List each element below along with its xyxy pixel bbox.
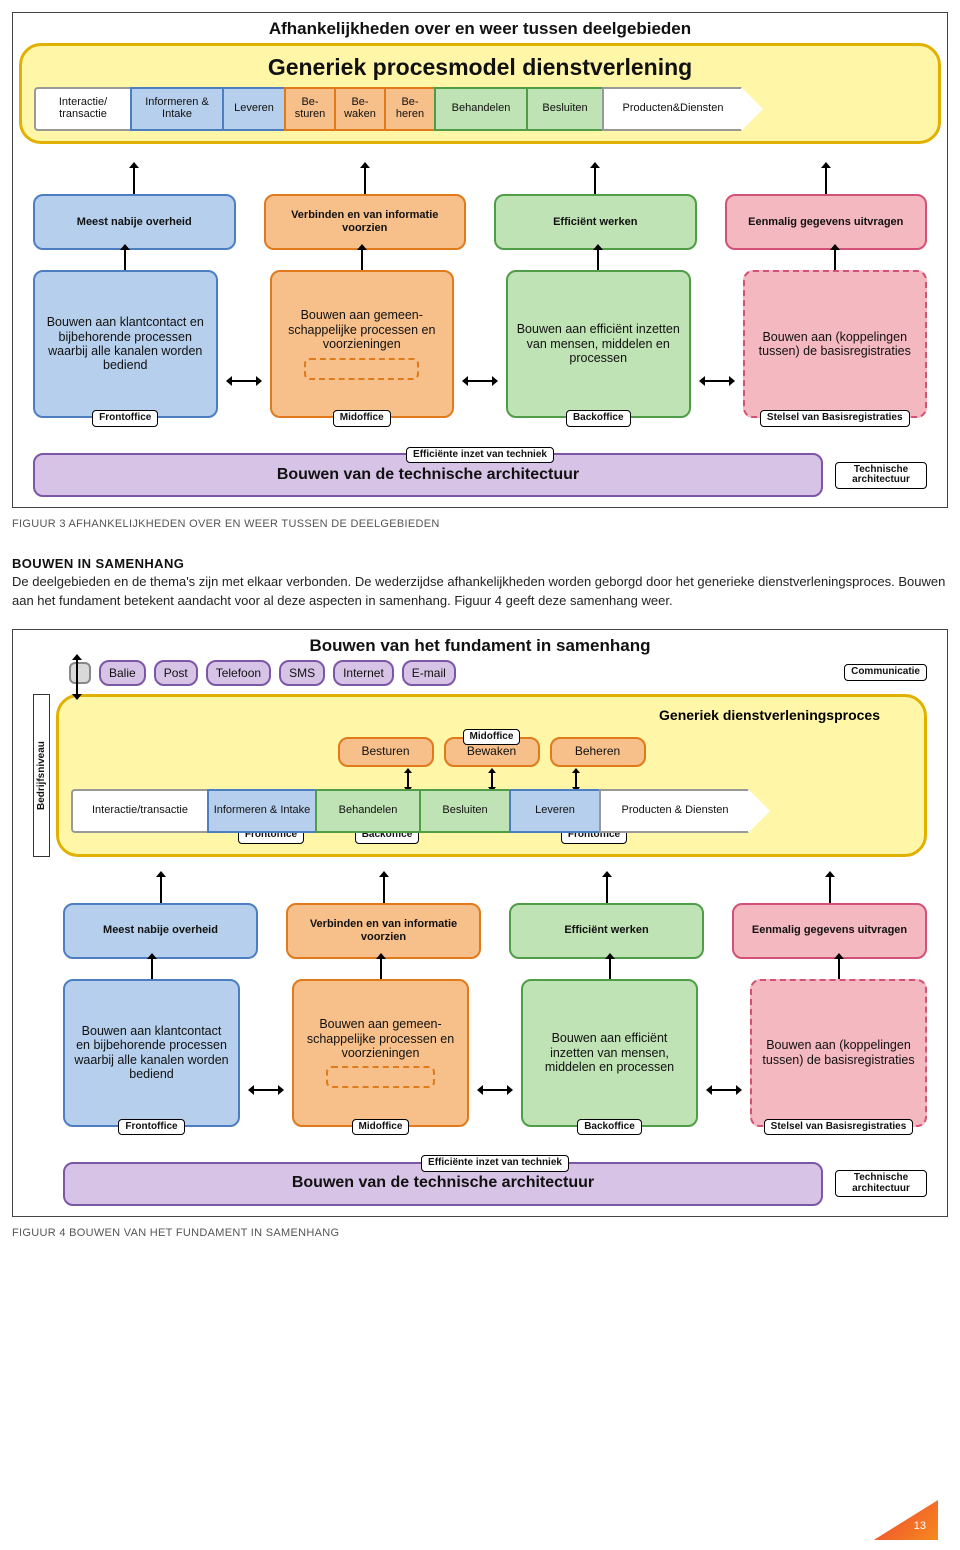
figure4-side-label: Bedrijfsniveau [33, 694, 50, 857]
channel-grey-box [69, 662, 91, 684]
figure4-yellow-title: Generiek dienstverleningsproces [67, 707, 916, 723]
diagram-box: Bouwen aan gemeen-schappelijke processen… [292, 979, 469, 1127]
diagram-box: Bouwen aan efficiënt inzetten van mensen… [506, 270, 691, 418]
channel-chip: E-mail [402, 660, 456, 686]
process-step: Informeren & Intake [130, 87, 222, 131]
pillar-bottom-tag: Frontoffice [118, 1119, 184, 1136]
process-step: Leveren [222, 87, 284, 131]
figure4-caption: FIGUUR 4 BOUWEN VAN HET FUNDAMENT IN SAM… [12, 1227, 948, 1239]
process-step: Be- heren [384, 87, 434, 131]
figure3-purple-tag: Technische architectuur [835, 462, 927, 489]
diagram-box: Eenmalig gegevens uitvragen [725, 194, 928, 250]
figure4-themas-row: Meest nabije overheid Verbinden en van in… [63, 877, 927, 959]
page-number: 13 [874, 1500, 938, 1540]
process-step: Behandelen [315, 789, 419, 833]
process-step: Behandelen [434, 87, 526, 131]
figure4-midoffice-tag: Midoffice [463, 729, 521, 746]
figure4-pillars-row: Bouwen aan klantcontact en bijbehorende … [63, 959, 927, 1136]
figure4-channel-list: Balie Post Telefoon SMS Internet E-mail [99, 660, 836, 686]
diagram-box: Bouwen aan klantcontact en bijbehorende … [33, 270, 218, 418]
diagram-box: Meest nabije overheid [33, 194, 236, 250]
channel-chip: SMS [279, 660, 325, 686]
channel-chip: Balie [99, 660, 146, 686]
figure4-channels-row: Balie Post Telefoon SMS Internet E-mail Commu… [69, 660, 927, 686]
pillar-bottom-tag: Midoffice [352, 1119, 410, 1136]
figure4-channel-tag: Communicatie [844, 664, 927, 681]
diagram-box: Bouwen aan (koppelingen tussen) de basis… [750, 979, 927, 1127]
pillar-bottom-tag: Backoffice [566, 410, 631, 427]
process-step: Producten&Diensten [602, 87, 742, 131]
figure3-caption: FIGUUR 3 AFHANKELIJKHEDEN OVER EN WEER T… [12, 518, 948, 530]
diagram-box: Eenmalig gegevens uitvragen [732, 903, 927, 959]
process-step: Besluiten [419, 789, 509, 833]
figure3-title: Afhankelijkheden over en weer tussen dee… [19, 19, 941, 39]
diagram-box: Besturen [338, 737, 434, 767]
figure-4: Bouwen van het fundament in samenhang Ba… [12, 629, 948, 1217]
figure3-themas-row: Meest nabije overheid Verbinden en van in… [33, 168, 927, 250]
diagram-box: Efficiënt werken [494, 194, 697, 250]
channel-chip: Telefoon [206, 660, 271, 686]
body-paragraph: De deelgebieden en de thema's zijn met e… [12, 573, 948, 611]
diagram-box: Bouwen aan gemeen-schappelijke processen… [270, 270, 455, 418]
figure4-tech-block: Efficiënte inzet van techniek Bouwen van… [63, 1155, 927, 1206]
pillar-bottom-tag: Midoffice [333, 410, 391, 427]
process-step: Interactie/transactie [71, 789, 207, 833]
diagram-box: Verbinden en van informatie voorzien [286, 903, 481, 959]
diagram-box: Bouwen aan klantcontact en bijbehorende … [63, 979, 240, 1127]
diagram-box: Beheren [550, 737, 646, 767]
figure4-yellow-band: Generiek dienstverleningsproces Midoffic… [56, 694, 927, 857]
figure3-process-arrow: Interactie/ transactieInformeren & Intak… [34, 87, 926, 131]
figure4-purple-tag: Technische architectuur [835, 1170, 927, 1197]
diagram-box: Efficiënt werken [509, 903, 704, 959]
figure3-yellow-band: Generiek procesmodel dienstverlening Int… [19, 43, 941, 144]
section-heading: BOUWEN IN SAMENHANG [12, 556, 948, 571]
diagram-box: Verbinden en van informatie voorzien [264, 194, 467, 250]
channel-chip: Post [154, 660, 198, 686]
process-step: Besluiten [526, 87, 602, 131]
process-step: Producten & Diensten [599, 789, 749, 833]
pillar-bottom-tag: Stelsel van Basisregistraties [764, 1119, 914, 1136]
pillar-bottom-tag: Frontoffice [92, 410, 158, 427]
diagram-box: Meest nabije overheid [63, 903, 258, 959]
figure3-pillars-row: Bouwen aan klantcontact en bijbehorende … [33, 250, 927, 427]
channel-chip: Internet [333, 660, 394, 686]
process-step: Leveren [509, 789, 599, 833]
process-step: Interactie/ transactie [34, 87, 130, 131]
process-step: Be- sturen [284, 87, 334, 131]
diagram-box: Bouwen aan (koppelingen tussen) de basis… [743, 270, 928, 418]
figure4-mid-arrows [67, 773, 916, 787]
figure3-tech-block: Efficiënte inzet van techniek Bouwen van… [33, 447, 927, 498]
figure3-yellow-title: Generiek procesmodel dienstverlening [30, 54, 930, 81]
figure-3: Afhankelijkheden over en weer tussen dee… [12, 12, 948, 508]
figure3-tech-inset-tag: Efficiënte inzet van techniek [406, 447, 554, 464]
process-step: Be- waken [334, 87, 384, 131]
pillar-bottom-tag: Backoffice [577, 1119, 642, 1136]
figure4-tech-inset-tag: Efficiënte inzet van techniek [421, 1155, 569, 1172]
pillar-bottom-tag: Stelsel van Basisregistraties [760, 410, 910, 427]
figure4-title: Bouwen van het fundament in samenhang [19, 636, 941, 656]
process-step: Informeren & Intake [207, 789, 315, 833]
figure4-process-arrow: Interactie/transactieInformeren & Intake… [71, 789, 912, 833]
diagram-box: Bouwen aan efficiënt inzetten van mensen… [521, 979, 698, 1127]
